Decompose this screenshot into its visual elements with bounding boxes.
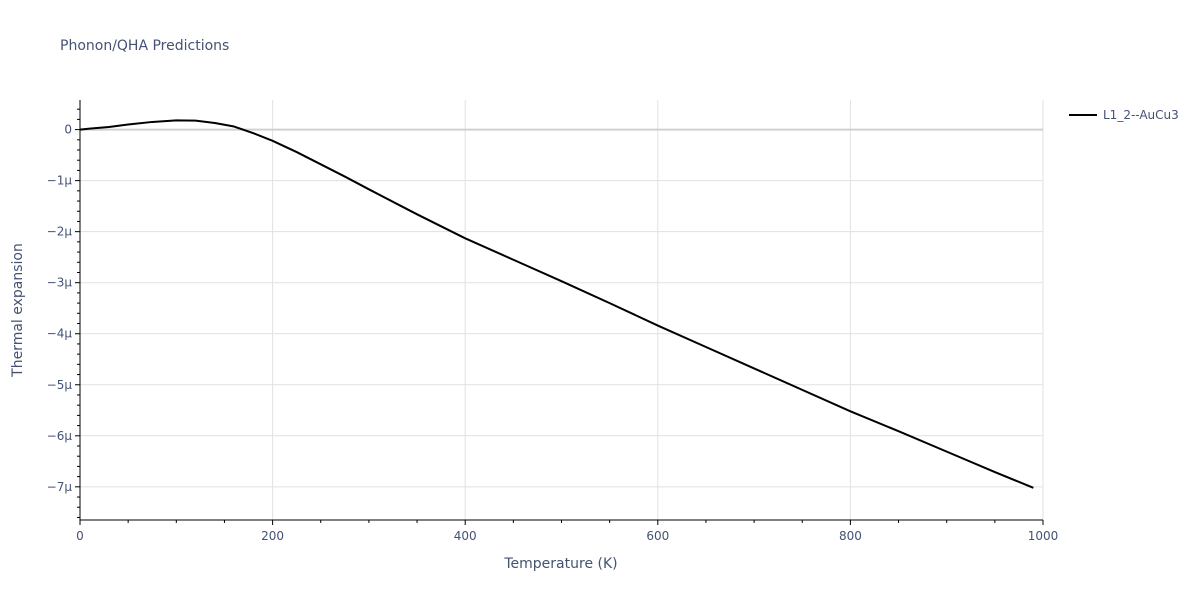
y-tick-label: −6μ xyxy=(47,429,73,443)
x-tick-label: 800 xyxy=(839,529,862,543)
chart-title: Phonon/QHA Predictions xyxy=(60,38,229,54)
grid-lines xyxy=(80,100,1044,520)
x-tick-label: 400 xyxy=(454,529,477,543)
y-tick-label: −4μ xyxy=(47,327,73,341)
x-axis-title: Temperature (K) xyxy=(503,556,617,572)
x-tick-label: 600 xyxy=(646,529,669,543)
x-tick-label: 0 xyxy=(76,529,84,543)
legend-label[interactable]: L1_2--AuCu3 xyxy=(1103,108,1179,122)
tick-labels: 0 200 400 600 800 1000 0 −1μ −2μ −3μ −4μ −5μ −6μ −7μ xyxy=(47,123,1059,543)
y-tick-label: −7μ xyxy=(47,480,73,494)
y-tick-label: −1μ xyxy=(47,174,73,188)
y-tick-label: −3μ xyxy=(47,276,73,290)
y-tick-label: −5μ xyxy=(47,378,73,392)
series-line xyxy=(79,119,1034,489)
y-tick-label: −2μ xyxy=(47,225,73,239)
x-tick-label: 1000 xyxy=(1028,529,1059,543)
legend[interactable]: L1_2--AuCu3 xyxy=(1069,108,1179,122)
y-tick-label: 0 xyxy=(64,123,72,137)
axes xyxy=(75,100,1044,525)
y-axis-title: Thermal expansion xyxy=(10,243,26,378)
x-tick-label: 200 xyxy=(261,529,284,543)
series-layer xyxy=(79,119,1034,489)
